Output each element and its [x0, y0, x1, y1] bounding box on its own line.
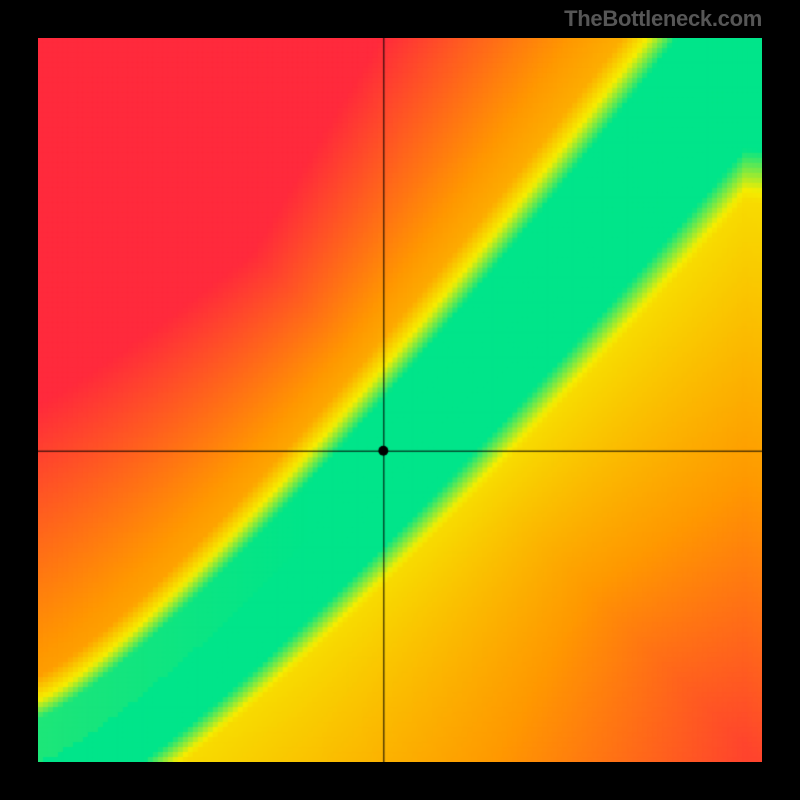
- bottleneck-heatmap: [38, 38, 762, 762]
- watermark-text: TheBottleneck.com: [564, 6, 762, 32]
